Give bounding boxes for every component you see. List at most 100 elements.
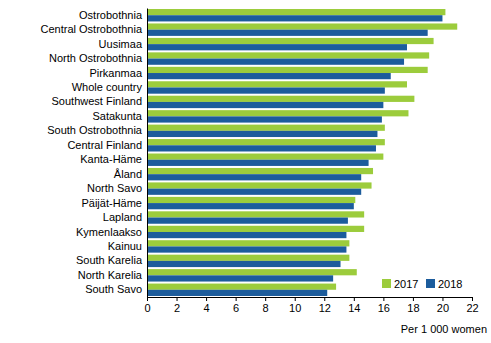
y-tick: North Karelia (78, 269, 147, 281)
y-tick: Southwest Finland (52, 95, 148, 107)
y-tick-label: South Karelia (76, 254, 143, 266)
bar (147, 226, 364, 232)
legend: 2017 2018 (382, 278, 462, 290)
y-tick: South Savo (85, 283, 147, 295)
y-tick-label: Päijät-Häme (81, 197, 142, 209)
legend-swatch (382, 279, 391, 288)
y-tick-label: Central Ostrobothnia (41, 23, 143, 35)
y-tick: Ostrobothnia (79, 9, 147, 21)
x-tick-mark (354, 297, 355, 301)
y-tick-label: Kanta-Häme (80, 153, 142, 165)
x-tick: 16 (378, 297, 390, 314)
x-axis: 0246810121416182022 (144, 297, 478, 314)
y-tick-label: Kainuu (108, 240, 142, 252)
bar (147, 182, 372, 188)
x-tick-label: 20 (437, 302, 449, 314)
y-tick-label: Southwest Finland (52, 95, 143, 107)
y-tick-label: Åland (114, 168, 142, 180)
bar (147, 203, 354, 209)
y-tick: Whole country (72, 81, 147, 93)
x-axis-line (148, 298, 473, 302)
bar (147, 154, 383, 160)
x-tick-label: 4 (204, 302, 210, 314)
bar (147, 87, 385, 93)
y-tick: Kanta-Häme (80, 153, 147, 165)
y-tick: North Ostrobothnia (49, 52, 147, 64)
plot: 0246810121416182022OstrobothniaCentral O… (41, 9, 479, 314)
x-tick: 0 (144, 297, 150, 314)
bar (147, 160, 369, 166)
x-tick-mark (236, 297, 237, 301)
bar (147, 52, 429, 58)
y-tick: Kymenlaakso (76, 225, 147, 237)
x-tick-label: 6 (233, 302, 239, 314)
bar (147, 218, 348, 224)
y-tick: South Karelia (76, 254, 147, 266)
y-tick-label: North Ostrobothnia (49, 52, 143, 64)
y-tick-label: Whole country (72, 81, 143, 93)
x-tick-mark (206, 297, 207, 301)
bar (147, 269, 357, 275)
x-tick-label: 12 (319, 302, 331, 314)
y-tick-label: Central Finland (67, 139, 142, 151)
x-tick-label: 22 (466, 302, 478, 314)
bar (147, 275, 333, 281)
y-tick: Kainuu (108, 240, 147, 252)
y-tick-label: Pirkanmaa (89, 67, 142, 79)
x-tick-label: 16 (378, 302, 390, 314)
bar (147, 125, 385, 131)
bar (147, 284, 336, 290)
x-tick-mark (147, 297, 148, 301)
y-tick: Central Finland (67, 139, 147, 151)
bar (147, 197, 355, 203)
x-tick-mark (324, 297, 325, 301)
bar (147, 96, 414, 102)
x-tick: 10 (289, 297, 301, 314)
series-bars (147, 15, 442, 296)
bar (147, 23, 457, 29)
x-tick-label: 14 (348, 302, 360, 314)
x-tick-mark (472, 297, 473, 301)
y-tick: Satakunta (92, 110, 147, 122)
legend-item: 2018 (426, 278, 462, 290)
bar (147, 102, 383, 108)
y-tick-label: Uusimaa (99, 38, 143, 50)
legend-label: 2018 (438, 278, 462, 290)
legend-swatch (426, 279, 435, 288)
bar (147, 116, 382, 122)
bar (147, 67, 428, 73)
bar (147, 131, 377, 137)
y-tick: Uusimaa (99, 38, 147, 50)
bar (147, 211, 364, 217)
x-tick-label: 18 (407, 302, 419, 314)
y-tick-label: Ostrobothnia (79, 9, 143, 21)
x-tick: 12 (319, 297, 331, 314)
x-tick-mark (177, 297, 178, 301)
y-tick: Lapland (103, 211, 147, 223)
y-tick-label: South Savo (85, 283, 142, 295)
y-tick-label: Lapland (103, 211, 142, 223)
bar (147, 145, 376, 151)
bar (147, 174, 361, 180)
bar (147, 81, 407, 87)
y-axis: Ostrobothnia Central Ostrobothnia Uusimaa N… (41, 9, 148, 298)
y-tick: Päijät-Häme (81, 197, 147, 209)
bar (147, 15, 442, 21)
x-tick-mark (413, 297, 414, 301)
y-axis-line (147, 9, 148, 298)
y-tick-label: Kymenlaakso (76, 225, 142, 237)
y-tick-label: North Karelia (78, 269, 143, 281)
x-tick-label: 0 (144, 302, 150, 314)
bar (147, 9, 445, 15)
bar (147, 44, 407, 50)
bar (147, 255, 349, 261)
bar (147, 261, 341, 267)
x-tick: 14 (348, 297, 360, 314)
bar (147, 246, 346, 252)
bar (147, 232, 346, 238)
legend-label: 2017 (394, 278, 418, 290)
x-tick: 8 (263, 297, 269, 314)
y-tick: North Savo (87, 182, 147, 194)
chart: 0246810121416182022OstrobothniaCentral O… (0, 0, 491, 343)
y-tick-label: Satakunta (92, 110, 142, 122)
